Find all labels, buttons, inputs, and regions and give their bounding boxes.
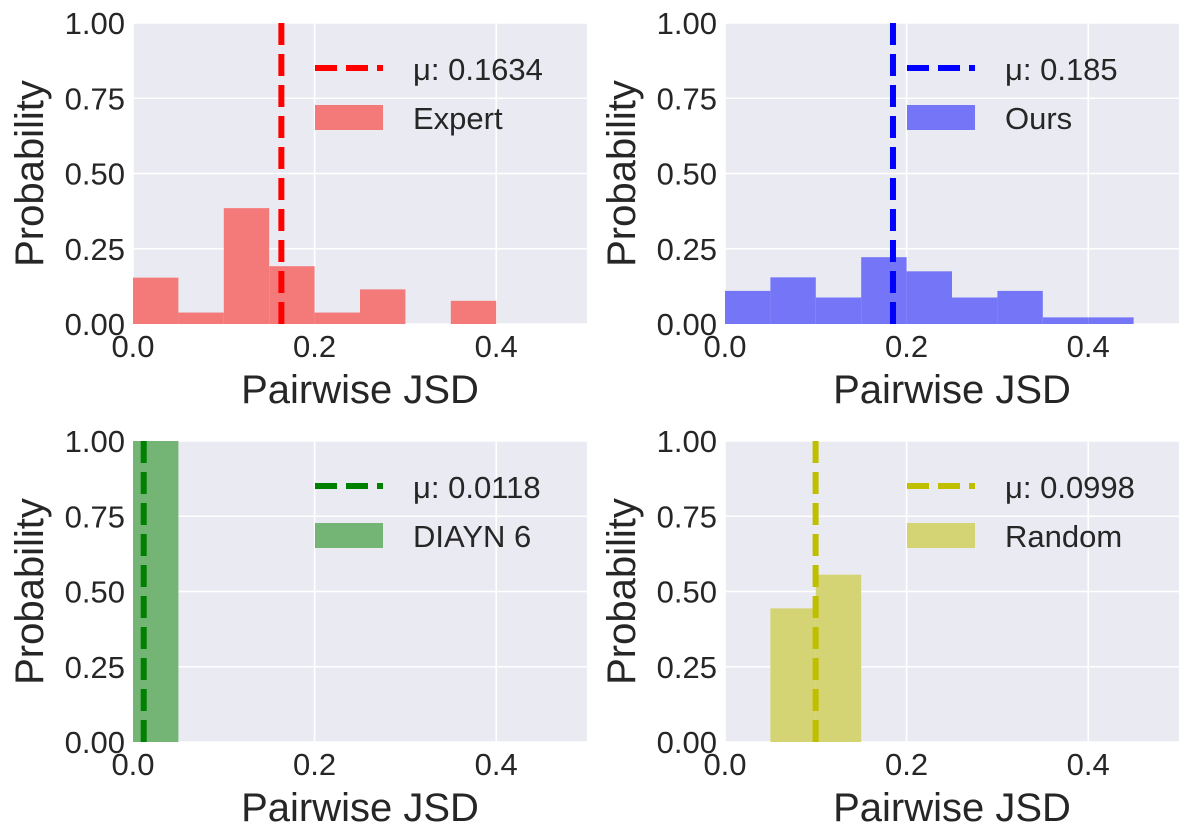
y-tick-label: 0.25 — [657, 232, 717, 267]
histogram-bar — [314, 312, 360, 324]
subplot-3: 0.00 0.25 0.50 0.75 1.00 0.0 0.2 0.4 Pairwise JS… — [8, 424, 587, 830]
y-tick-label: 0.75 — [657, 81, 717, 116]
histogram-bar — [1088, 317, 1134, 324]
legend-mean-label: μ: 0.1634 — [413, 52, 543, 87]
histogram-bar — [815, 297, 862, 324]
subplot-4: 0.00 0.25 0.50 0.75 1.00 0.0 0.2 0.4 Pairwise JS… — [600, 424, 1179, 830]
x-axis-label: Pairwise JSD — [241, 786, 479, 830]
y-tick-label: 0.25 — [65, 650, 125, 685]
y-axis-label: Probability — [600, 80, 644, 267]
histogram-bar — [952, 297, 998, 324]
x-tick-label: 0.2 — [293, 329, 336, 364]
x-tick-label: 0.2 — [885, 329, 928, 364]
x-axis-label: Pairwise JSD — [833, 786, 1071, 830]
y-tick-label: 0.00 — [657, 307, 717, 342]
y-tick-label: 0.75 — [65, 81, 125, 116]
x-tick-label: 0.4 — [475, 329, 518, 364]
x-tick-label: 0.0 — [703, 329, 746, 364]
legend-mean-label: μ: 0.0998 — [1005, 470, 1135, 505]
subplot-1: 0.00 0.25 0.50 0.75 1.00 0.0 0.2 0.4 Pairwise JS… — [8, 6, 587, 412]
histogram-bar — [178, 312, 224, 324]
histogram-bar — [450, 300, 497, 324]
y-tick-label: 1.00 — [657, 424, 717, 459]
legend-series-swatch — [907, 105, 975, 130]
y-tick-label: 1.00 — [65, 6, 125, 41]
y-tick-label: 0.00 — [657, 725, 717, 760]
y-tick-label: 0.25 — [657, 650, 717, 685]
subplot-2: 0.00 0.25 0.50 0.75 1.00 0.0 0.2 0.4 Pairwise JS… — [600, 6, 1179, 412]
y-tick-label: 0.00 — [65, 725, 125, 760]
legend-series-swatch — [315, 105, 383, 130]
x-tick-label: 0.2 — [293, 747, 336, 782]
histogram-bar — [770, 277, 816, 324]
x-axis-label: Pairwise JSD — [241, 368, 479, 412]
histogram-bar — [815, 574, 862, 742]
x-tick-label: 0.2 — [885, 747, 928, 782]
x-tick-label: 0.4 — [1067, 329, 1110, 364]
histogram-bar — [725, 290, 771, 324]
histogram-bar — [770, 608, 816, 742]
legend-mean-label: μ: 0.185 — [1005, 52, 1118, 87]
x-tick-label: 0.0 — [111, 329, 154, 364]
legend-series-label: Random — [1005, 519, 1122, 554]
y-tick-label: 0.75 — [65, 499, 125, 534]
x-tick-label: 0.0 — [111, 747, 154, 782]
histogram-bar — [360, 289, 406, 324]
histogram-bar — [906, 271, 952, 324]
y-tick-label: 1.00 — [657, 6, 717, 41]
y-axis-label: Probability — [8, 498, 52, 685]
histogram-bar — [133, 441, 179, 742]
legend-series-label: Expert — [413, 101, 503, 136]
histogram-bar — [223, 208, 270, 324]
y-tick-label: 0.50 — [657, 157, 717, 192]
y-axis-label: Probability — [600, 498, 644, 685]
y-tick-label: 1.00 — [65, 424, 125, 459]
legend-series-swatch — [315, 523, 383, 548]
histogram-bar — [133, 277, 179, 324]
y-tick-label: 0.50 — [65, 575, 125, 610]
y-tick-label: 0.50 — [65, 157, 125, 192]
x-axis-label: Pairwise JSD — [833, 368, 1071, 412]
legend-series-label: DIAYN 6 — [413, 519, 531, 554]
y-axis-label: Probability — [8, 80, 52, 267]
histogram-bar — [861, 257, 907, 324]
y-tick-label: 0.50 — [657, 575, 717, 610]
histogram-bar — [269, 266, 315, 324]
legend-series-label: Ours — [1005, 101, 1072, 136]
histogram-bar — [1042, 317, 1089, 324]
y-tick-label: 0.25 — [65, 232, 125, 267]
x-tick-label: 0.0 — [703, 747, 746, 782]
legend-series-swatch — [907, 523, 975, 548]
y-tick-label: 0.00 — [65, 307, 125, 342]
histogram-bar — [997, 290, 1043, 324]
legend-mean-label: μ: 0.0118 — [413, 470, 541, 505]
x-tick-label: 0.4 — [1067, 747, 1110, 782]
y-tick-label: 0.75 — [657, 499, 717, 534]
x-tick-label: 0.4 — [475, 747, 518, 782]
